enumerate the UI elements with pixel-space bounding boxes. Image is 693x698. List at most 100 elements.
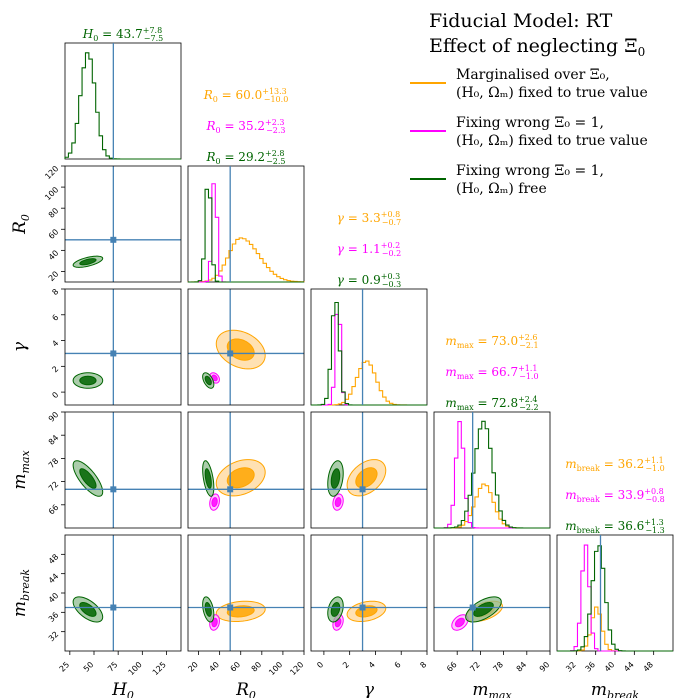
panel-frame: [64, 534, 182, 652]
diag-title-minus: −2.1: [519, 341, 538, 350]
title-line-1: Fiducial Model: RT: [429, 10, 613, 32]
panel-frame: [310, 534, 428, 652]
ytick-label-gamma: 6: [50, 313, 60, 323]
panel-contours: [311, 412, 427, 528]
diag-title-magenta-mbreak: mbreak = 33.9+0.8 −0.8: [565, 487, 665, 504]
contour-1sigma-green: [473, 602, 494, 617]
panel-frame: [187, 288, 305, 406]
diag-panel-R0: [187, 165, 305, 283]
diag-title-sym: H: [82, 27, 94, 41]
diag-title-minus: −2.5: [266, 157, 285, 166]
yaxis-label-mbreak: mbreak: [10, 569, 32, 617]
ytick-label-R0: 100: [43, 185, 60, 202]
contour-1sigma-orange: [355, 467, 378, 489]
diag-title-minus: −0.8: [645, 495, 664, 504]
yaxis-label-sym: m: [10, 601, 30, 617]
diag-title-plus: +0.2: [381, 241, 400, 250]
diag-title-minus: −1.3: [645, 526, 664, 535]
diag-title-value: = 35.2: [221, 119, 265, 133]
diag-title-plus: +7.8: [143, 26, 162, 35]
hist-green-H0: [64, 52, 181, 160]
panel-contours: [434, 535, 550, 651]
diag-title-green-mmax: mmax = 72.8+2.4 −2.2: [445, 395, 538, 412]
diag-title-sym: m: [445, 396, 456, 410]
ytick-label-R0: 40: [47, 248, 61, 262]
truth-marker: [110, 604, 117, 611]
panel-frame: [187, 411, 305, 529]
title-line-2: Effect of neglecting Ξ0: [429, 35, 645, 59]
ytick-label-mmax: 66: [47, 503, 61, 517]
diag-title-value: = 36.6: [600, 519, 644, 533]
truth-marker: [110, 486, 117, 493]
ytick-label-mmax: 78: [47, 456, 61, 470]
diag-title-value: = 73.0: [474, 334, 518, 348]
panel-contours: [65, 289, 181, 405]
xtick-label-R0: 80: [250, 660, 264, 674]
xaxis-label-sub: 0: [249, 689, 256, 698]
diag-title-value: = 43.7: [98, 27, 142, 41]
contour-1sigma-orange: [226, 605, 255, 618]
contour-1sigma-green: [204, 602, 212, 617]
legend-text-2-green: (H₀, Ωₘ) free: [456, 181, 547, 197]
xtick-label-gamma: 6: [393, 660, 403, 670]
diag-title-minus: −7.5: [144, 34, 163, 43]
title-line-2-text: Effect of neglecting Ξ: [429, 35, 638, 57]
diag-title-sub: break: [577, 495, 600, 504]
xtick-label-mmax: 66: [445, 660, 459, 674]
title-line-2-sub: 0: [638, 45, 646, 59]
panel-contours: [65, 412, 181, 528]
legend-text-1-magenta: Fixing wrong Ξ₀ = 1,: [456, 115, 604, 131]
diag-title-sym: m: [565, 519, 576, 533]
yaxis-label-sub: 0: [19, 214, 32, 221]
truth-marker: [359, 486, 366, 493]
xtick-label-mmax: 72: [468, 660, 482, 674]
contour-1sigma-green: [79, 375, 97, 386]
panel-contours: [311, 535, 427, 651]
panel-H0-R0: [64, 165, 182, 283]
xaxis-label-sym: m: [591, 680, 607, 698]
diag-title-minus: −0.7: [382, 218, 401, 227]
xtick-label-R0: 120: [288, 660, 305, 677]
diag-title-value: = 72.8: [474, 396, 518, 410]
hist-magenta-mmax: [434, 421, 550, 529]
truth-marker: [227, 350, 234, 357]
contour-1sigma-orange: [226, 338, 255, 361]
ytick-label-R0: 60: [47, 227, 61, 241]
diag-title-sub: break: [577, 464, 600, 473]
xaxis-label-mbreak: mbreak: [591, 680, 639, 698]
diag-title-minus: −10.0: [264, 95, 289, 104]
panel-H0-mbreak: [64, 534, 182, 652]
diag-title-plus: +2.4: [518, 395, 537, 404]
xtick-label-H0: 100: [127, 660, 144, 677]
panel-contours: [65, 535, 181, 651]
diag-title-value: = 29.2: [221, 150, 265, 164]
diag-title-sub: max: [457, 372, 474, 381]
diag-title-sym: m: [445, 334, 456, 348]
diag-title-green-H0: H0 = 43.7+7.8 −7.5: [82, 26, 163, 43]
contour-1sigma-magenta: [334, 497, 342, 508]
contour-1sigma-green: [330, 602, 341, 617]
yaxis-label-sym: R: [10, 221, 30, 235]
hist-green-mmax: [434, 420, 550, 529]
hist-green-mbreak: [557, 545, 673, 652]
xtick-label-mbreak: 36: [584, 660, 598, 674]
panel-frame: [64, 411, 182, 529]
diag-frame-mbreak: [556, 534, 674, 652]
hist-magenta-mbreak: [557, 544, 673, 652]
diagonal-titles: H0 = 43.7+7.8 −7.5R0 = 60.0+13.3 −10.0R0 =…: [82, 26, 665, 535]
ytick-label-gamma: 4: [50, 339, 60, 349]
xtick-label-gamma: 8: [418, 660, 428, 670]
panel-gamma-mmax: [310, 411, 428, 529]
diag-title-sym: γ: [337, 273, 345, 287]
xtick-label-H0: 25: [58, 660, 72, 674]
xaxis-label-sym: m: [472, 680, 488, 698]
ytick-label-R0: 120: [43, 164, 60, 181]
xtick-label-mmax: 78: [491, 660, 505, 674]
xtick-label-gamma: 0: [315, 660, 325, 670]
diag-title-value: = 33.9: [600, 488, 644, 502]
xtick-label-H0: 125: [151, 660, 168, 677]
ytick-label-mmax: 84: [47, 433, 61, 447]
truth-marker: [227, 486, 234, 493]
